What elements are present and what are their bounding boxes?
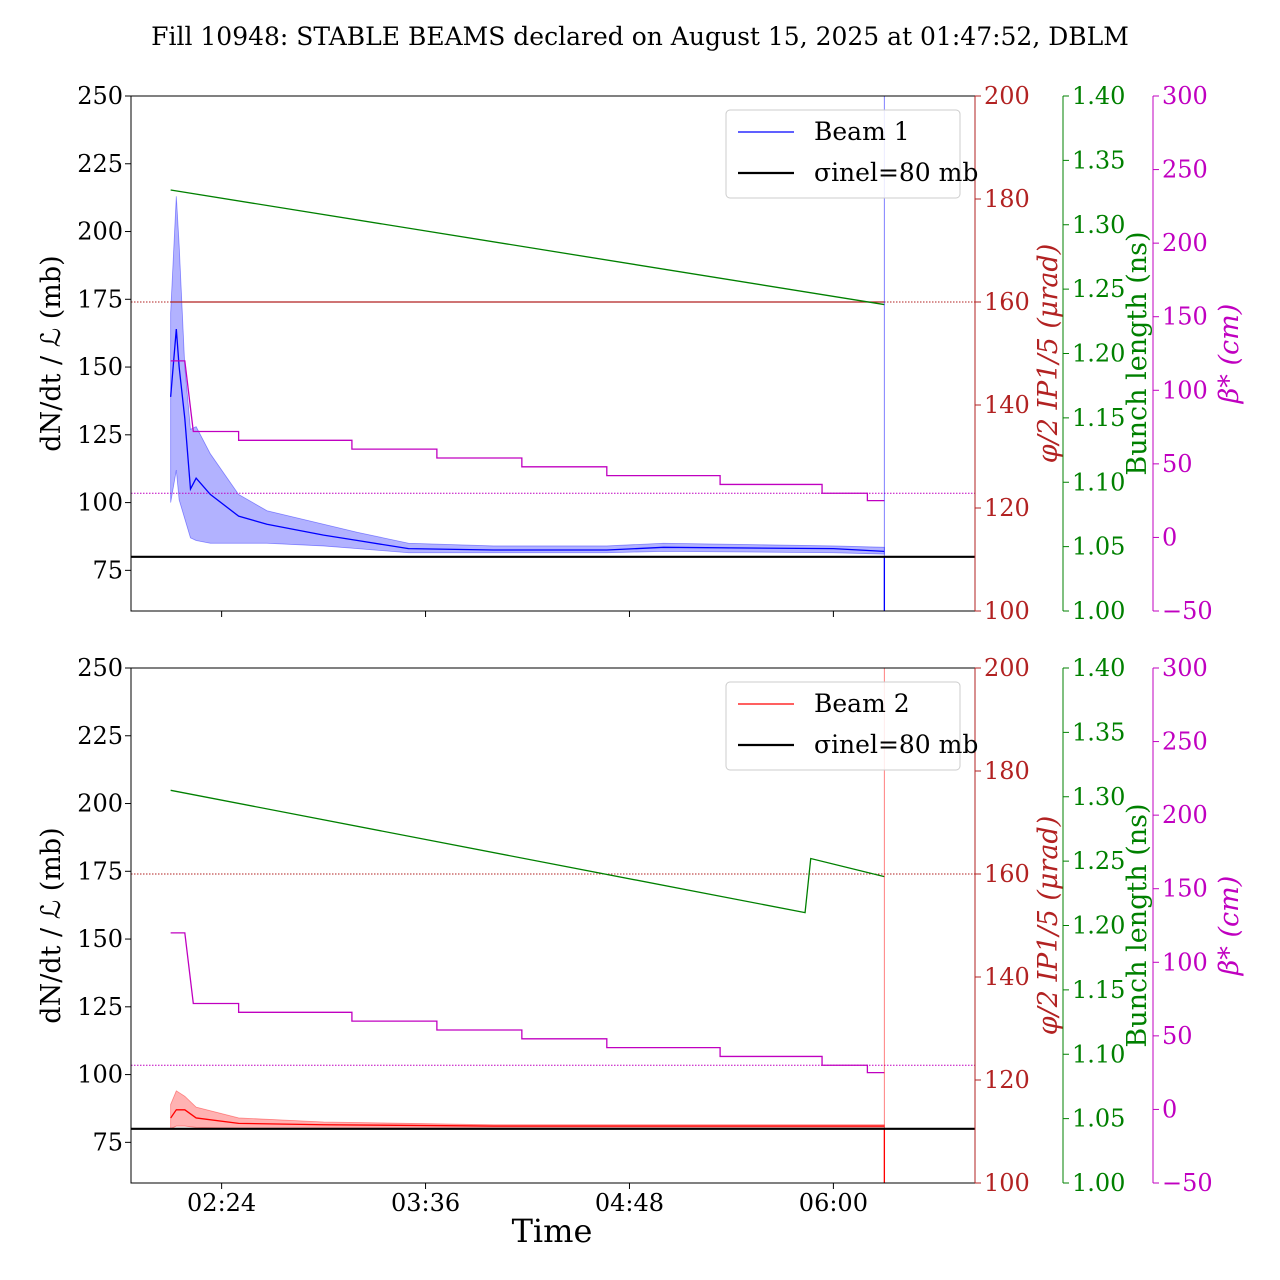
bunch-tick-label: 1.30 [1072, 783, 1125, 811]
beta-tick-label: 100 [1162, 948, 1208, 976]
legend-label: Beam 1 [814, 117, 910, 146]
crossing-axis-label: φ/2 IP1/5 (μrad) [1033, 244, 1064, 464]
beta-tick-label: 50 [1162, 1022, 1193, 1050]
bunch-tick-label: 1.40 [1072, 654, 1125, 682]
crossing-tick-label: 160 [984, 860, 1030, 888]
crossing-tick-label: 140 [984, 963, 1030, 991]
left-tick-label: 125 [77, 993, 123, 1021]
beta-tick-label: 100 [1162, 376, 1208, 404]
bunch-tick-label: 1.25 [1072, 847, 1125, 875]
bunch-tick-label: 1.10 [1072, 1040, 1125, 1068]
bunch-tick-label: 1.20 [1072, 340, 1125, 368]
series-line-2 [170, 932, 885, 1074]
x-tick-label: 03:36 [391, 1189, 460, 1217]
x-tick-label: 02:24 [187, 1189, 256, 1217]
beta-tick-label: 50 [1162, 450, 1193, 478]
bunch-tick-label: 1.30 [1072, 211, 1125, 239]
crossing-tick-label: 180 [984, 757, 1030, 785]
beta-tick-label: 0 [1162, 1095, 1177, 1123]
crossing-tick-label: 120 [984, 1066, 1030, 1094]
crossing-tick-label: 160 [984, 288, 1030, 316]
beta-tick-label: 300 [1162, 82, 1208, 110]
panel-bottom: 75 100 125 150 175 200 225 250 100 120 140 160 180 20… [36, 654, 1245, 1217]
left-tick-label: 100 [77, 489, 123, 517]
bunch-tick-label: 1.00 [1072, 1169, 1125, 1197]
left-tick-label: 250 [77, 654, 123, 682]
left-tick-label: 250 [77, 82, 123, 110]
left-tick-label: 225 [77, 722, 123, 750]
bunch-axis-label: Bunch length (ns) [1122, 803, 1153, 1047]
panels: 75 100 125 150 175 200 225 250 100 120 140 160 180 20… [36, 82, 1245, 1217]
x-tick-label: 04:48 [595, 1189, 664, 1217]
left-tick-label: 100 [77, 1061, 123, 1089]
beta-tick-label: 150 [1162, 875, 1208, 903]
legend-label: Beam 2 [814, 689, 910, 718]
bunch-tick-label: 1.10 [1072, 468, 1125, 496]
beta-tick-label: 250 [1162, 728, 1208, 756]
x-axis-label: Time [512, 1212, 593, 1250]
panel-top: 75 100 125 150 175 200 225 250 100 120 140 160 180 20… [36, 82, 1245, 625]
series-line-2 [170, 189, 885, 306]
beam-band [170, 196, 885, 555]
beta-tick-label: 200 [1162, 801, 1208, 829]
left-tick-label: 200 [77, 790, 123, 818]
chart-title: Fill 10948: STABLE BEAMS declared on Aug… [151, 22, 1129, 51]
crossing-axis-label: φ/2 IP1/5 (μrad) [1033, 816, 1064, 1036]
left-axis-label: dN/dt / ℒ (mb) [36, 255, 67, 451]
bunch-tick-label: 1.05 [1072, 533, 1125, 561]
left-tick-label: 175 [77, 857, 123, 885]
beta-axis-label: β* (cm) [1214, 304, 1245, 404]
crossing-tick-label: 100 [984, 1169, 1030, 1197]
left-tick-label: 175 [77, 285, 123, 313]
beta-tick-label: 250 [1162, 156, 1208, 184]
bunch-tick-label: 1.05 [1072, 1105, 1125, 1133]
crossing-tick-label: 100 [984, 597, 1030, 625]
x-tick-label: 06:00 [799, 1189, 868, 1217]
left-axis-label: dN/dt / ℒ (mb) [36, 827, 67, 1023]
bunch-tick-label: 1.15 [1072, 404, 1125, 432]
bunch-tick-label: 1.25 [1072, 275, 1125, 303]
left-tick-label: 75 [92, 1128, 123, 1156]
beta-tick-label: 200 [1162, 229, 1208, 257]
series-line-1 [170, 789, 885, 914]
left-tick-label: 150 [77, 353, 123, 381]
beta-tick-label: −50 [1162, 597, 1213, 625]
beta-tick-label: −50 [1162, 1169, 1213, 1197]
beta-tick-label: 300 [1162, 654, 1208, 682]
crossing-tick-label: 140 [984, 391, 1030, 419]
beam-band [170, 1090, 885, 1130]
left-tick-label: 200 [77, 218, 123, 246]
left-tick-label: 150 [77, 925, 123, 953]
left-tick-label: 75 [92, 556, 123, 584]
bunch-tick-label: 1.35 [1072, 146, 1125, 174]
bunch-tick-label: 1.20 [1072, 912, 1125, 940]
beta-axis-label: β* (cm) [1214, 876, 1245, 976]
beta-tick-label: 0 [1162, 523, 1177, 551]
crossing-tick-label: 200 [984, 654, 1030, 682]
bunch-axis-label: Bunch length (ns) [1122, 231, 1153, 475]
left-tick-label: 225 [77, 150, 123, 178]
series-line-0 [170, 1109, 885, 1127]
bunch-tick-label: 1.15 [1072, 976, 1125, 1004]
crossing-tick-label: 180 [984, 185, 1030, 213]
beta-tick-label: 150 [1162, 303, 1208, 331]
bunch-tick-label: 1.40 [1072, 82, 1125, 110]
legend-label: σinel=80 mb [814, 158, 978, 187]
legend-label: σinel=80 mb [814, 730, 978, 759]
bunch-tick-label: 1.35 [1072, 718, 1125, 746]
left-tick-label: 125 [77, 421, 123, 449]
crossing-tick-label: 120 [984, 494, 1030, 522]
series-line-3 [170, 360, 885, 502]
series-line-0 [170, 329, 885, 553]
bunch-tick-label: 1.00 [1072, 597, 1125, 625]
crossing-tick-label: 200 [984, 82, 1030, 110]
